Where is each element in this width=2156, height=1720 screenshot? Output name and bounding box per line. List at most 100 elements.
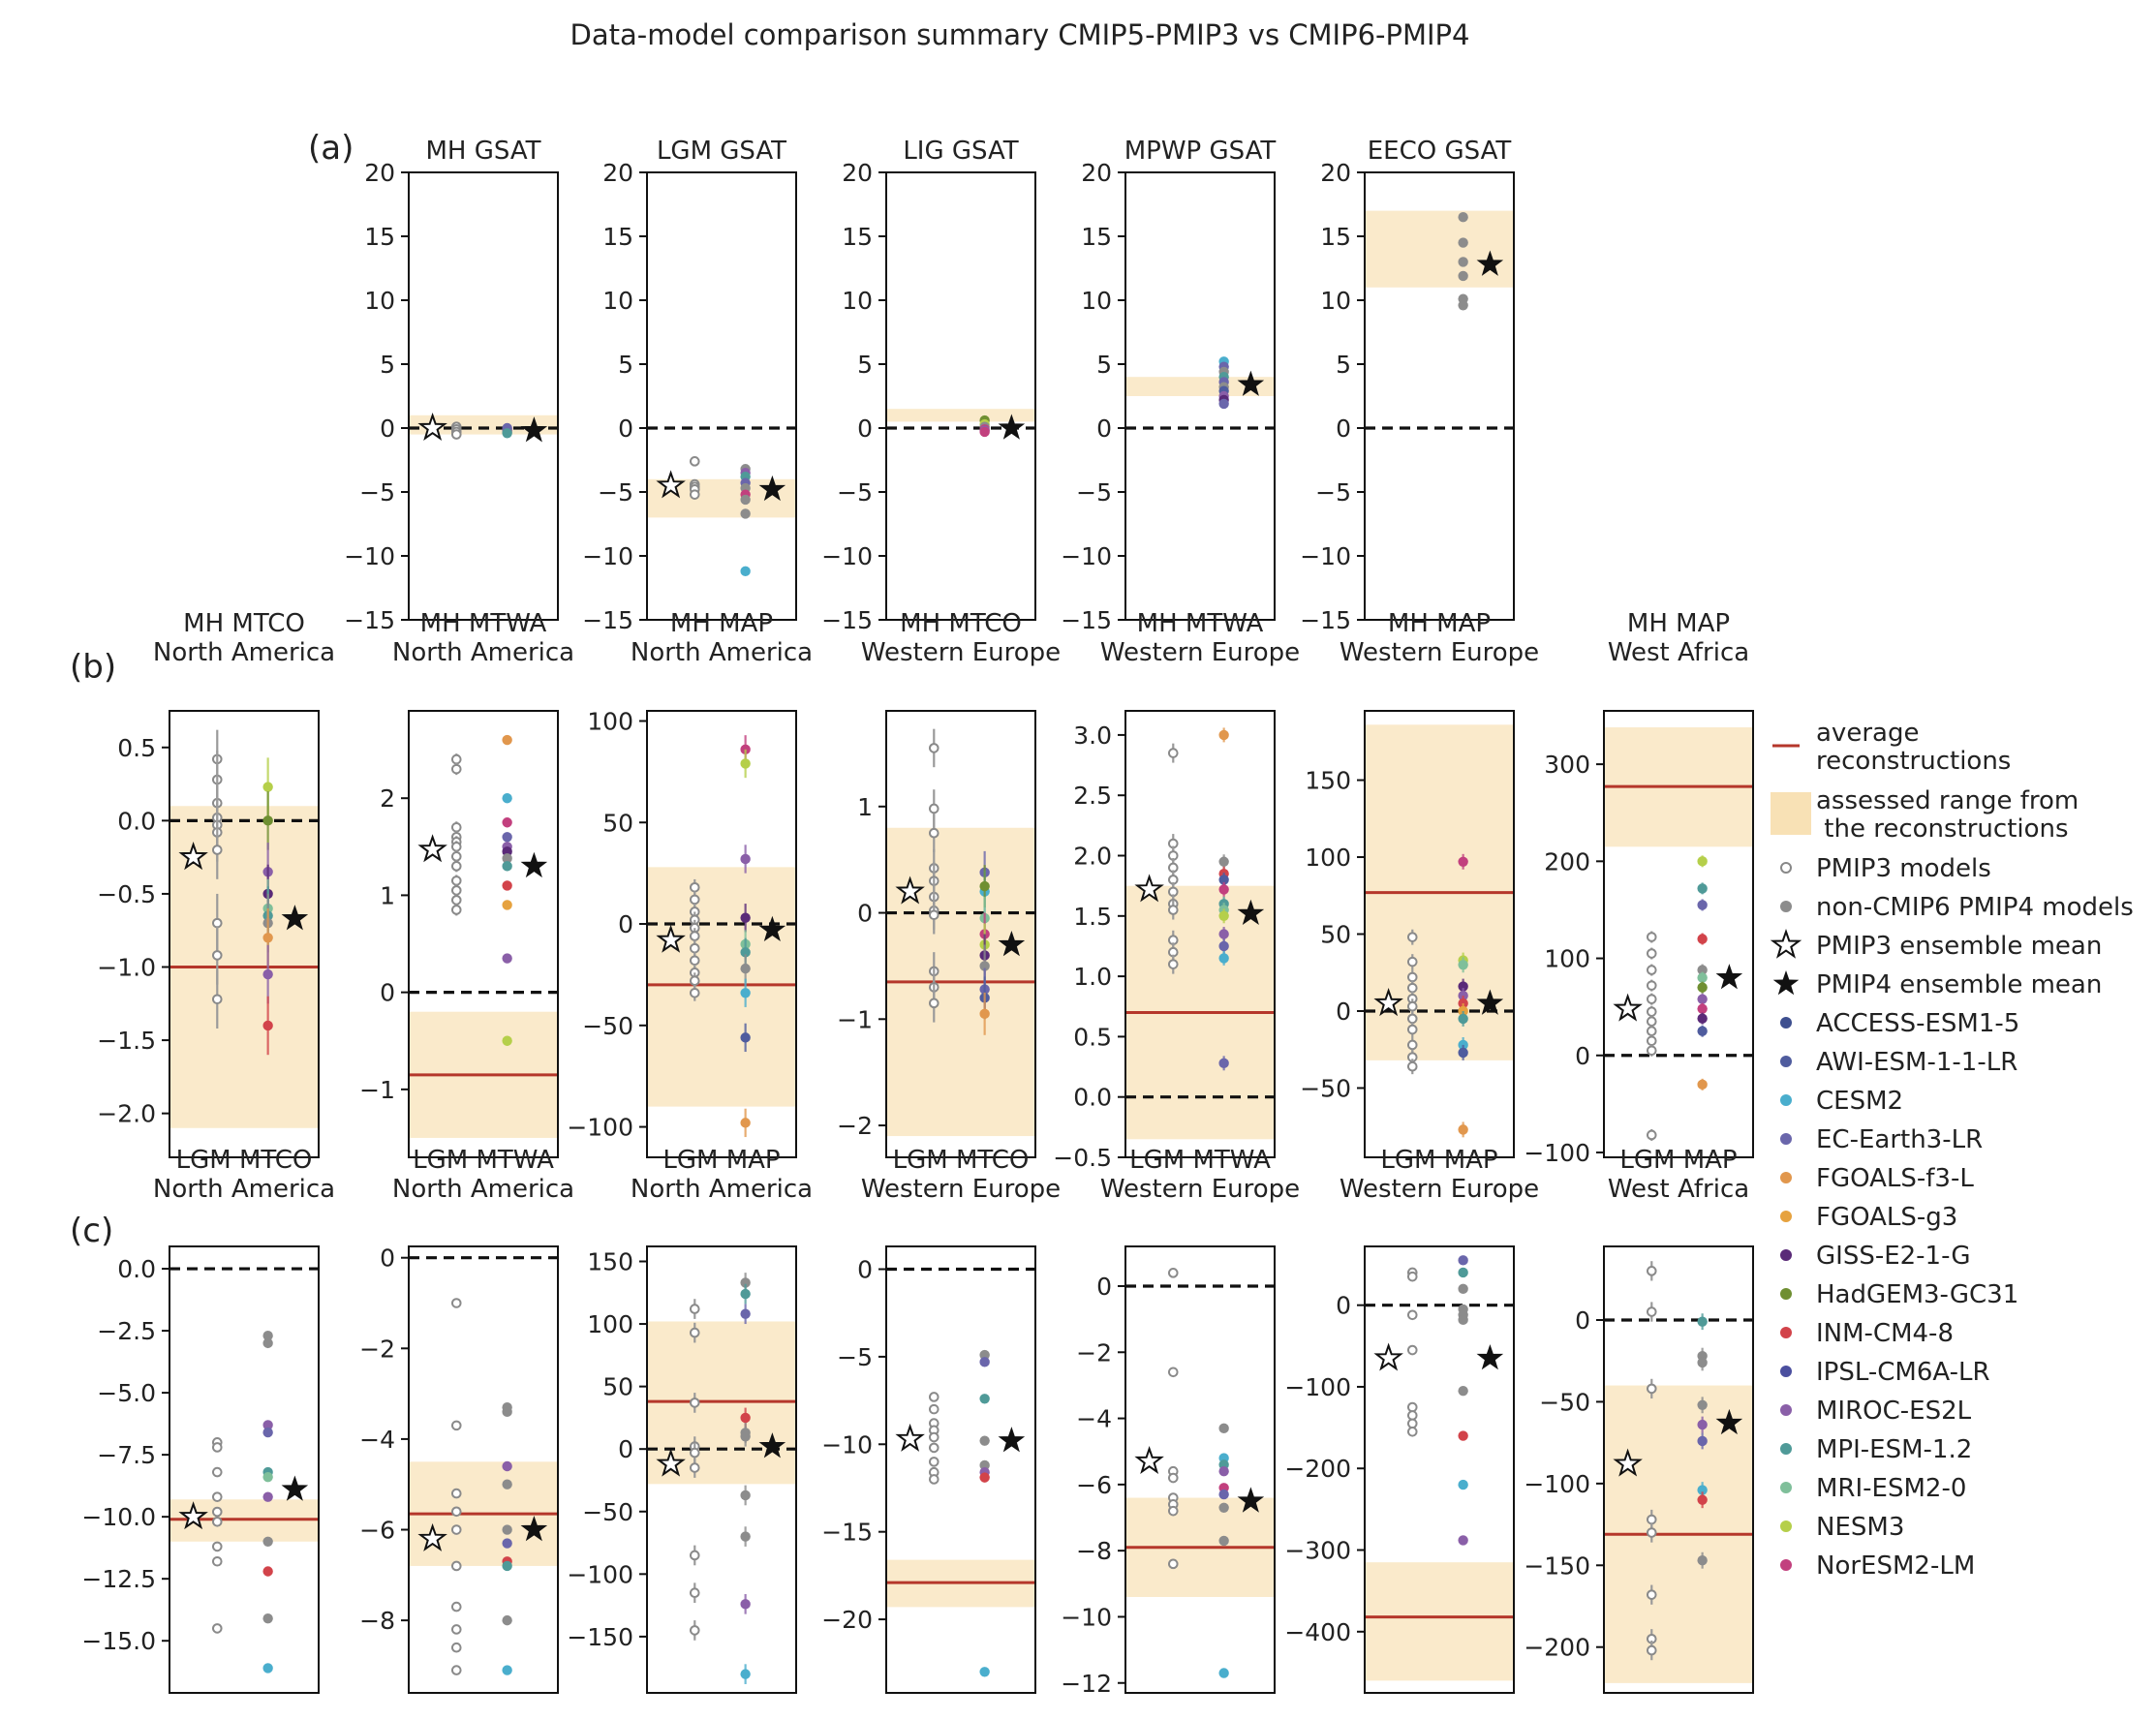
- pmip4-model-point: [1458, 237, 1468, 248]
- chart-panel: −2 −1 0 1 MH MTCO Western Europe: [837, 609, 1061, 1158]
- pmip4-model-point: [979, 426, 990, 438]
- plot-area: [1125, 727, 1275, 1140]
- plot-area: [647, 735, 796, 1138]
- pmip3-ensemble-mean-star: [417, 1522, 447, 1551]
- axes-frame: [646, 1245, 797, 1694]
- legend-item: MRI-ESM2-0: [1780, 1474, 1966, 1503]
- y-tick-label: 1.0: [1073, 963, 1112, 991]
- pmip3-ensemble-mean-star: [417, 834, 447, 863]
- pmip3-ensemble-mean-star: [895, 1423, 925, 1452]
- y-tick-label: −50: [582, 1498, 633, 1526]
- pmip4-model-point: [740, 1490, 751, 1501]
- y-tick-label: −150: [1524, 1551, 1590, 1580]
- pmip3-model-point: [1167, 905, 1179, 915]
- pmip3-ensemble-mean-star: [1613, 993, 1643, 1022]
- axes-frame: [1124, 710, 1276, 1158]
- y-tick-label: 10: [364, 287, 395, 315]
- pmip3-model-point: [689, 1398, 700, 1408]
- pmip3-model-point: [1646, 948, 1657, 959]
- pmip3-model-point: [928, 1403, 939, 1415]
- pmip3-model-point: [928, 1442, 939, 1454]
- y-tick-label: −1.5: [97, 1027, 156, 1055]
- pmip4-ensemble-mean-star: [1476, 1343, 1504, 1370]
- pmip3-ensemble-mean-star: [1134, 874, 1164, 903]
- pmip4-model-point: [262, 1663, 273, 1674]
- legend-circle-swatch: [1780, 1172, 1792, 1183]
- pmip3-model-point: [1646, 965, 1657, 975]
- pmip3-model-point: [689, 1327, 700, 1338]
- pmip3-model-point: [1406, 1024, 1418, 1035]
- pmip3-model-point: [450, 1642, 462, 1653]
- pmip4-model-point: [262, 1427, 273, 1438]
- axes-frame: [1124, 171, 1276, 621]
- plot-area: [886, 1267, 1035, 1677]
- legend-label: PMIP3 models: [1816, 854, 1991, 883]
- plot-area: [169, 1267, 319, 1674]
- y-tick-label: −200: [1284, 1455, 1351, 1483]
- legend-circle-swatch: [1780, 1482, 1792, 1493]
- pmip4-model-point: [1458, 1535, 1468, 1546]
- pmip4-ensemble-mean-star: [998, 414, 1026, 440]
- pmip4-model-point: [1697, 1003, 1708, 1014]
- pmip4-model-point: [1218, 1502, 1229, 1513]
- legend-band-swatch: [1771, 792, 1811, 835]
- y-tick-label: 15: [364, 223, 395, 251]
- pmip3-model-point: [450, 1601, 462, 1612]
- pmip4-model-point: [740, 1277, 751, 1288]
- plot-area: [1365, 1255, 1514, 1681]
- pmip4-model-point: [1697, 1555, 1708, 1566]
- legend-label: HadGEM3-GC31: [1816, 1280, 2018, 1309]
- plot-area: [409, 1256, 558, 1675]
- pmip3-model-point: [450, 842, 462, 852]
- pmip4-model-point: [1218, 729, 1229, 741]
- row-label-c: (c): [70, 1212, 113, 1250]
- y-tick-label: 10: [602, 287, 633, 315]
- panel-title: LGM MTWA North America: [392, 1146, 574, 1204]
- pmip4-model-point: [502, 1406, 512, 1418]
- y-tick-label: 200: [1544, 847, 1590, 875]
- y-tick-label: 0: [1336, 998, 1351, 1026]
- pmip4-model-point: [1218, 1668, 1229, 1678]
- legend-item: ACCESS-ESM1-5: [1780, 1009, 2019, 1038]
- pmip4-model-point: [740, 1118, 751, 1128]
- panel-title: LGM MAP Western Europe: [1340, 1146, 1539, 1204]
- pmip3-model-point: [689, 456, 700, 467]
- pmip4-ensemble-mean-star: [1715, 1408, 1743, 1435]
- pmip4-model-point: [1697, 900, 1708, 910]
- pmip4-model-point: [740, 1431, 751, 1442]
- y-tick-label: 10: [1081, 287, 1112, 315]
- panel-title: MH MTWA Western Europe: [1100, 609, 1300, 667]
- pmip4-model-point: [502, 1524, 512, 1535]
- pmip4-model-point: [502, 953, 512, 964]
- panel-title: LGM GSAT: [657, 137, 786, 166]
- y-tick-label: −5: [1076, 478, 1112, 507]
- axes-frame: [169, 710, 320, 1158]
- pmip3-model-point: [689, 1587, 700, 1598]
- pmip3-model-point: [1167, 748, 1179, 758]
- pmip3-model-point: [1167, 959, 1179, 969]
- y-tick-label: −100: [567, 1560, 633, 1588]
- y-tick-label: 0: [380, 415, 395, 443]
- y-tick-label: −5: [1315, 478, 1351, 507]
- pmip4-model-point: [502, 832, 512, 843]
- plot-area: [1365, 724, 1514, 1138]
- plot-area: [1125, 356, 1275, 430]
- axes-frame: [885, 1245, 1036, 1694]
- pmip4-ensemble-mean-star: [1715, 964, 1743, 990]
- axes-frame: [646, 171, 797, 621]
- y-tick-label: −15: [344, 606, 395, 634]
- y-tick-label: −15: [582, 606, 633, 634]
- legend-item: GISS-E2-1-G: [1780, 1242, 1971, 1271]
- y-tick-label: −8: [1076, 1537, 1112, 1565]
- legend-circle-swatch: [1780, 1094, 1792, 1106]
- pmip3-model-point: [211, 845, 223, 855]
- pmip3-model-point: [211, 1555, 223, 1567]
- pmip3-model-point: [928, 998, 939, 1009]
- pmip4-model-point: [740, 963, 751, 974]
- pmip4-model-point: [740, 1599, 751, 1610]
- chart-panel: −12 −10 −8 −6 −4 −2 0 LGM MTWA Western Europe: [1061, 1146, 1300, 1698]
- y-tick-label: −4: [359, 1426, 395, 1454]
- panel-title: MH MTCO North America: [153, 609, 335, 667]
- pmip3-model-point: [211, 1541, 223, 1552]
- legend-label: PMIP4 ensemble mean: [1816, 970, 2102, 999]
